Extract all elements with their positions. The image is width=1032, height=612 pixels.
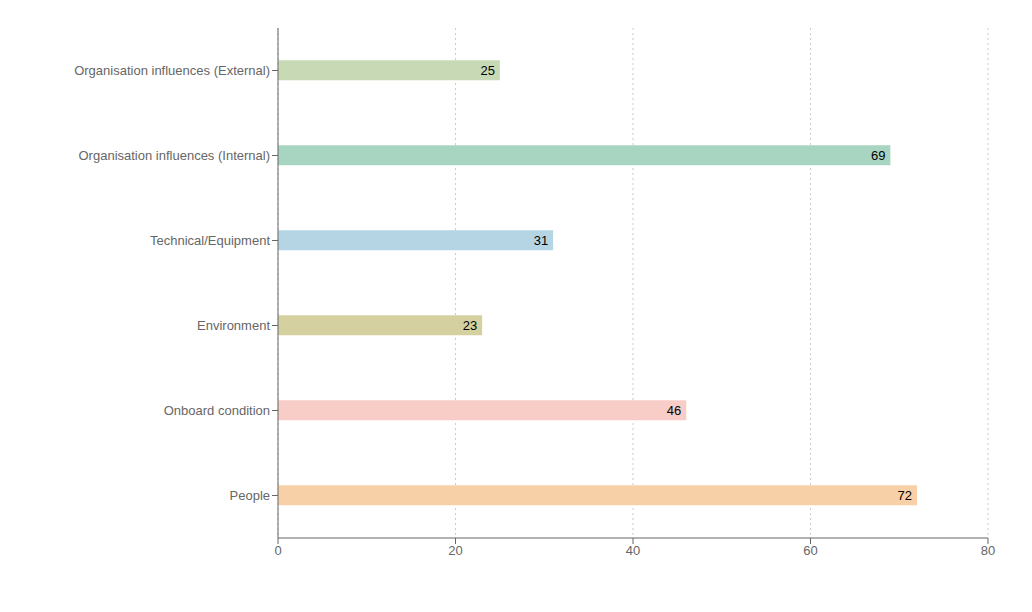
svg-text:Organisation influences (Inter: Organisation influences (Internal) [79,148,271,163]
svg-text:72: 72 [898,488,912,503]
svg-text:31: 31 [534,233,548,248]
svg-text:Environment: Environment [197,318,270,333]
svg-text:23: 23 [463,318,477,333]
svg-text:0: 0 [274,543,281,558]
svg-text:25: 25 [480,63,494,78]
svg-text:20: 20 [448,543,462,558]
svg-text:40: 40 [626,543,640,558]
svg-text:Onboard condition: Onboard condition [164,403,270,418]
svg-text:80: 80 [981,543,995,558]
svg-text:People: People [230,488,270,503]
svg-text:46: 46 [667,403,681,418]
svg-text:69: 69 [871,148,885,163]
svg-text:Organisation influences (Exter: Organisation influences (External) [74,63,270,78]
svg-text:Technical/Equipment: Technical/Equipment [150,233,270,248]
svg-text:60: 60 [803,543,817,558]
